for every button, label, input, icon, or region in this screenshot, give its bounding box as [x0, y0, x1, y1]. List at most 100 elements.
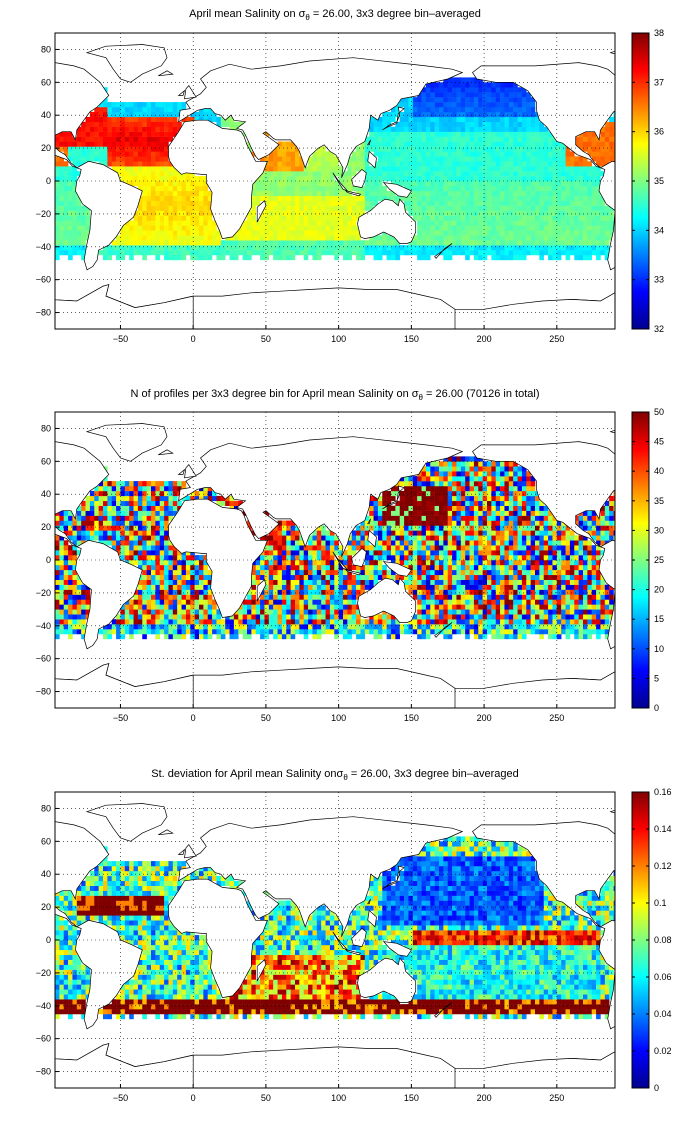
heatmap-cell: [76, 604, 82, 610]
heatmap-cell: [569, 166, 575, 172]
heatmap-cell: [469, 146, 475, 152]
heatmap-cell: [295, 574, 300, 580]
heatmap-cell: [181, 619, 187, 625]
heatmap-cell: [434, 589, 440, 595]
heatmap-cell: [72, 171, 78, 177]
heatmap-cell: [517, 116, 523, 123]
heatmap-cell: [142, 250, 147, 256]
heatmap-cell: [76, 624, 82, 630]
heatmap-cell: [360, 146, 366, 152]
heatmap-cell: [404, 156, 409, 162]
heatmap-cell: [334, 161, 339, 167]
heatmap-cell: [465, 102, 470, 108]
heatmap-cell: [233, 235, 239, 241]
heatmap-cell: [329, 205, 335, 211]
heatmap-cell: [316, 181, 322, 187]
heatmap-cell: [596, 200, 601, 206]
heatmap-cell: [177, 200, 182, 206]
heatmap-cell: [574, 584, 579, 590]
heatmap-cell: [377, 245, 383, 251]
heatmap-cell: [316, 624, 322, 630]
heatmap-cell: [513, 146, 518, 152]
heatmap-cell: [395, 624, 400, 630]
heatmap-cell: [172, 111, 178, 118]
colorbar-tick-label: 33: [654, 275, 664, 285]
heatmap-cell: [181, 609, 187, 615]
heatmap-cell: [583, 210, 588, 216]
heatmap-cell: [539, 210, 544, 216]
heatmap-cell: [456, 185, 462, 192]
heatmap-cell: [417, 589, 422, 595]
heatmap-cell: [55, 220, 60, 226]
heatmap-cell: [295, 190, 300, 197]
heatmap-cell: [369, 171, 374, 177]
heatmap-cell: [120, 245, 126, 251]
heatmap-cell: [146, 215, 152, 221]
heatmap-cell: [316, 166, 322, 172]
heatmap-cell: [478, 255, 483, 261]
heatmap-cell: [495, 136, 501, 142]
heatmap-cell: [465, 176, 470, 182]
heatmap-cell: [268, 614, 274, 620]
heatmap-cell: [417, 614, 422, 620]
heatmap-cell: [465, 245, 470, 251]
heatmap-cell: [473, 255, 479, 261]
heatmap-cell: [85, 604, 91, 610]
heatmap-cell: [159, 141, 165, 147]
heatmap-cell: [242, 624, 248, 630]
heatmap-cell: [146, 574, 152, 580]
heatmap-cell: [408, 555, 414, 561]
heatmap-cell: [377, 161, 383, 167]
heatmap-cell: [495, 230, 501, 236]
heatmap-cell: [412, 564, 418, 571]
heatmap-cell: [408, 589, 414, 595]
heatmap-cell: [478, 579, 483, 585]
heatmap-cell: [460, 185, 466, 192]
heatmap-cell: [116, 166, 121, 172]
heatmap-cell: [609, 230, 614, 236]
heatmap-cell: [360, 619, 366, 625]
heatmap-cell: [465, 107, 470, 113]
heatmap-cell: [194, 560, 200, 566]
heatmap-cell: [425, 634, 431, 640]
heatmap-cell: [321, 555, 326, 561]
heatmap-cell: [443, 569, 448, 576]
heatmap-cell: [251, 579, 256, 585]
heatmap-cell: [260, 555, 265, 561]
heatmap-cell: [517, 579, 523, 585]
heatmap-cell: [72, 195, 78, 201]
heatmap-cell: [408, 121, 414, 127]
heatmap-cell: [539, 619, 544, 625]
heatmap-cell: [526, 126, 531, 132]
heatmap-cell: [299, 579, 304, 585]
heatmap-cell: [369, 176, 374, 182]
heatmap-cell: [159, 240, 165, 246]
heatmap-cell: [151, 171, 156, 177]
heatmap-cell: [111, 107, 117, 113]
heatmap-cell: [321, 235, 326, 241]
heatmap-cell: [159, 225, 165, 231]
heatmap-cell: [316, 564, 322, 571]
heatmap-cell: [504, 589, 510, 595]
heatmap-cell: [85, 225, 91, 231]
heatmap-cell: [212, 619, 217, 625]
heatmap-cell: [194, 240, 200, 246]
heatmap-cell: [277, 250, 283, 256]
heatmap-cell: [194, 111, 200, 118]
heatmap-cell: [81, 629, 86, 635]
heatmap-cell: [412, 166, 418, 172]
heatmap-cell: [172, 235, 178, 241]
heatmap-cell: [85, 136, 91, 142]
heatmap-cell: [395, 176, 400, 182]
heatmap-cell: [556, 574, 562, 580]
heatmap-cell: [146, 555, 152, 561]
heatmap-cell: [76, 210, 82, 216]
heatmap-cell: [312, 195, 318, 201]
heatmap-cell: [530, 161, 536, 167]
heatmap-cell: [495, 564, 501, 571]
heatmap-cell: [517, 141, 523, 147]
heatmap-cell: [172, 604, 178, 610]
heatmap-cell: [373, 151, 379, 157]
heatmap-cell: [386, 131, 392, 137]
